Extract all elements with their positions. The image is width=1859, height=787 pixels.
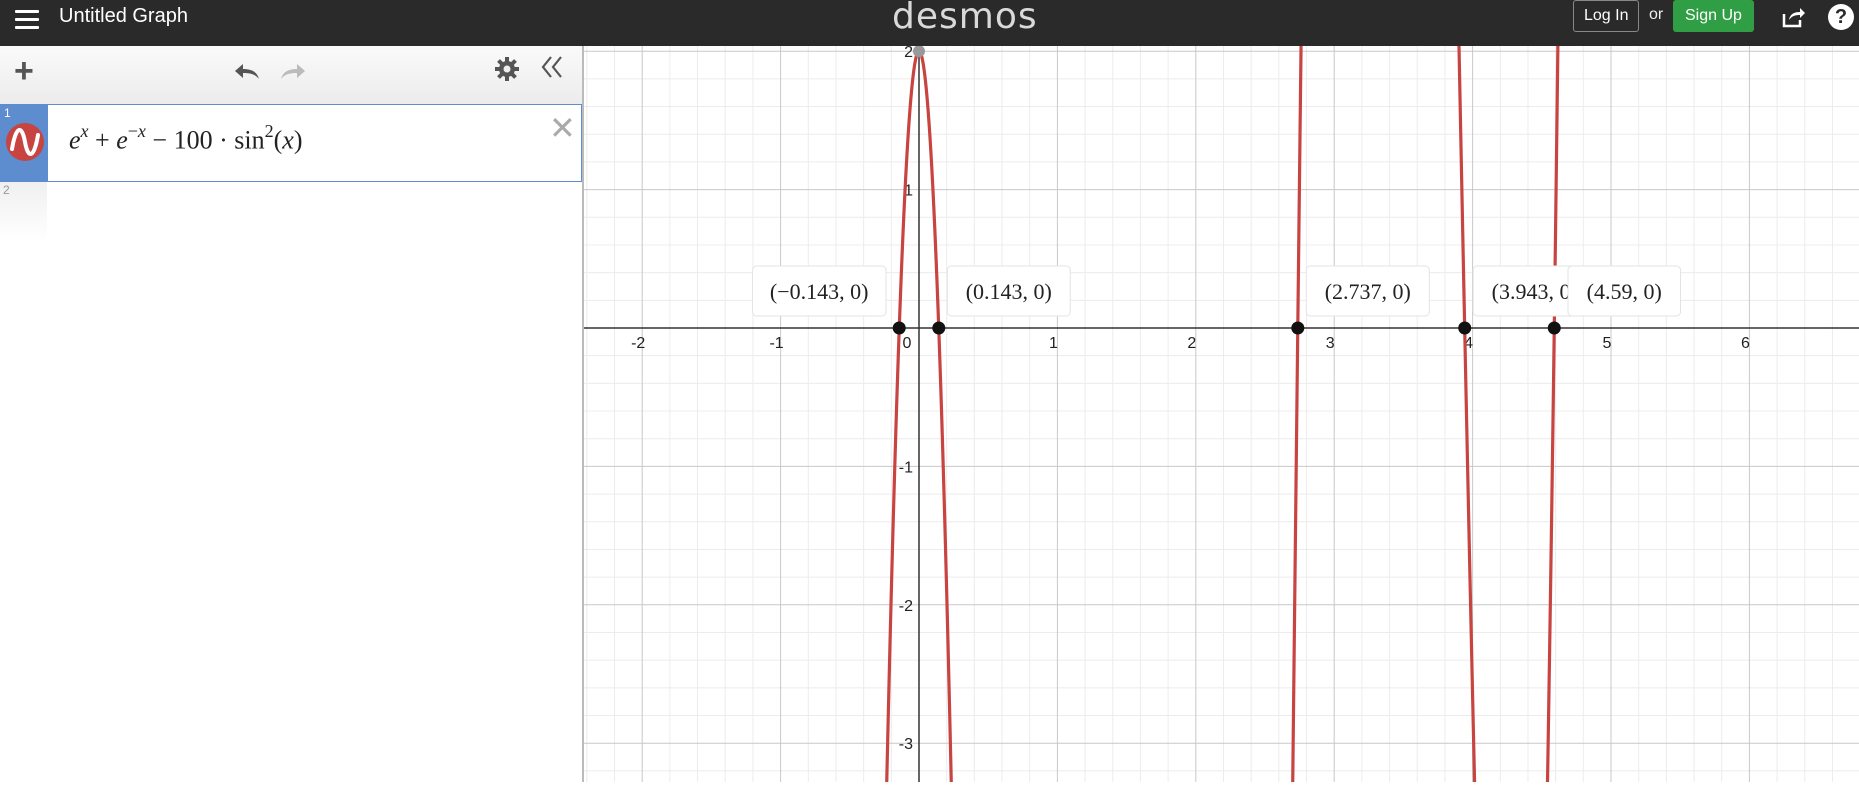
x-tick-label: 1 bbox=[1049, 335, 1058, 352]
or-text: or bbox=[1649, 6, 1664, 23]
x-tick-label: 0 bbox=[903, 335, 912, 352]
root-point[interactable] bbox=[1458, 321, 1472, 335]
help-icon[interactable]: ? bbox=[1828, 4, 1854, 30]
graph-svg[interactable]: -2 -1 0 1 2 3 4 5 6 2 1 -1 -2 -3 (−0.143, 0) (0.143, 0… bbox=[584, 46, 1859, 782]
expression-panel: + 1 bbox=[0, 46, 584, 782]
empty-expression-row[interactable]: 2 bbox=[0, 182, 582, 242]
expression-toolbar: + bbox=[0, 46, 582, 105]
graph-canvas[interactable]: -2 -1 0 1 2 3 4 5 6 2 1 -1 -2 -3 (−0.143, 0) (0.143, 0… bbox=[584, 46, 1859, 782]
redo-icon[interactable] bbox=[278, 58, 308, 90]
expression-gutter: 1 bbox=[1, 105, 48, 181]
graph-title[interactable]: Untitled Graph bbox=[59, 5, 188, 27]
delete-expression-icon[interactable]: ✕ bbox=[549, 110, 576, 146]
expression-gutter: 2 bbox=[0, 182, 47, 242]
max-point[interactable] bbox=[913, 45, 925, 58]
y-tick-label: -3 bbox=[899, 736, 913, 753]
plus-icon[interactable]: + bbox=[14, 52, 34, 90]
root-point[interactable] bbox=[1547, 321, 1561, 335]
x-tick-label: 6 bbox=[1741, 335, 1750, 352]
expression-index: 2 bbox=[3, 183, 10, 197]
point-label: (4.59, 0) bbox=[1587, 279, 1662, 304]
root-point[interactable] bbox=[1291, 321, 1305, 335]
point-label-box bbox=[946, 265, 1071, 317]
y-tick-label: -1 bbox=[899, 459, 913, 476]
graph-style-icon[interactable] bbox=[6, 123, 44, 161]
menu-icon[interactable] bbox=[12, 5, 42, 35]
root-point[interactable] bbox=[892, 321, 906, 335]
expression-index: 1 bbox=[4, 106, 11, 120]
login-button[interactable]: Log In bbox=[1573, 0, 1640, 32]
x-tick-label: 2 bbox=[1187, 335, 1196, 352]
gear-icon[interactable] bbox=[494, 56, 520, 89]
expression-math[interactable]: ex + e−x − 100 · sin2(x) bbox=[69, 121, 303, 155]
point-label: (2.737, 0) bbox=[1325, 279, 1411, 304]
y-tick-label: -2 bbox=[899, 598, 913, 615]
point-label: (0.143, 0) bbox=[966, 279, 1052, 304]
point-label: (3.943, 0) bbox=[1492, 279, 1578, 304]
undo-icon[interactable] bbox=[232, 58, 262, 90]
y-tick-label: 1 bbox=[904, 183, 913, 200]
top-bar: Untitled Graph desmos Log In or Sign Up … bbox=[0, 0, 1859, 46]
x-tick-label: 3 bbox=[1326, 335, 1335, 352]
point-label-box bbox=[1567, 265, 1682, 317]
x-tick-label: -1 bbox=[769, 335, 783, 352]
desmos-logo: desmos bbox=[892, 0, 1038, 37]
signup-button[interactable]: Sign Up bbox=[1673, 0, 1754, 32]
x-tick-label: -2 bbox=[631, 335, 645, 352]
root-point[interactable] bbox=[932, 321, 946, 335]
share-icon[interactable] bbox=[1780, 4, 1806, 30]
x-tick-label: 5 bbox=[1603, 335, 1612, 352]
series-line bbox=[885, 46, 1859, 782]
y-tick-label: 2 bbox=[904, 46, 913, 61]
double-chevron-left-icon[interactable] bbox=[540, 54, 564, 88]
expression-row[interactable]: 1 ex + e−x − 100 · sin2(x) ✕ bbox=[0, 104, 582, 182]
point-label: (−0.143, 0) bbox=[770, 279, 869, 304]
point-label-box bbox=[1305, 265, 1430, 317]
point-label-box bbox=[751, 265, 887, 317]
x-tick-label: 4 bbox=[1464, 335, 1473, 352]
